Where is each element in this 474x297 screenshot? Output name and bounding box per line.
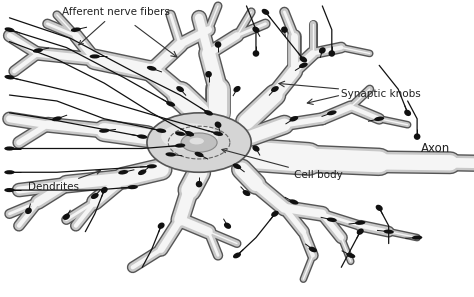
Ellipse shape <box>233 163 241 169</box>
Ellipse shape <box>327 110 337 115</box>
Ellipse shape <box>63 214 70 220</box>
Ellipse shape <box>91 193 99 199</box>
Ellipse shape <box>166 101 175 107</box>
Ellipse shape <box>243 190 250 196</box>
Ellipse shape <box>204 110 213 116</box>
Ellipse shape <box>82 228 89 235</box>
Ellipse shape <box>128 185 138 189</box>
Ellipse shape <box>4 111 15 115</box>
Ellipse shape <box>300 56 307 62</box>
Text: Cell body: Cell body <box>222 148 343 180</box>
Ellipse shape <box>181 133 217 152</box>
Ellipse shape <box>215 121 221 128</box>
Ellipse shape <box>385 240 392 247</box>
Ellipse shape <box>243 3 250 9</box>
Ellipse shape <box>4 188 15 192</box>
Ellipse shape <box>253 50 259 57</box>
Ellipse shape <box>328 50 335 57</box>
Ellipse shape <box>357 228 364 235</box>
Ellipse shape <box>252 26 260 33</box>
Ellipse shape <box>404 98 411 104</box>
Ellipse shape <box>383 230 394 234</box>
Ellipse shape <box>299 63 308 68</box>
Ellipse shape <box>185 131 194 136</box>
Ellipse shape <box>33 48 43 53</box>
Ellipse shape <box>137 135 147 139</box>
Ellipse shape <box>224 222 231 229</box>
Ellipse shape <box>271 211 279 217</box>
Ellipse shape <box>146 164 157 168</box>
Ellipse shape <box>252 145 260 152</box>
Ellipse shape <box>281 26 288 33</box>
Text: Synaptic knobs: Synaptic knobs <box>341 89 421 99</box>
Ellipse shape <box>165 152 176 157</box>
Ellipse shape <box>90 54 100 59</box>
Ellipse shape <box>414 133 420 140</box>
Ellipse shape <box>205 71 212 78</box>
Ellipse shape <box>175 131 185 136</box>
Ellipse shape <box>355 221 365 225</box>
Ellipse shape <box>101 187 108 193</box>
Text: Dendrites: Dendrites <box>28 170 100 192</box>
Ellipse shape <box>158 222 164 229</box>
Ellipse shape <box>215 41 221 48</box>
Ellipse shape <box>118 170 128 175</box>
Ellipse shape <box>147 113 251 172</box>
Ellipse shape <box>190 138 204 144</box>
Ellipse shape <box>4 93 15 97</box>
Ellipse shape <box>161 123 218 150</box>
Ellipse shape <box>176 86 184 92</box>
Ellipse shape <box>271 86 279 92</box>
Ellipse shape <box>374 116 384 121</box>
Ellipse shape <box>99 129 109 133</box>
Ellipse shape <box>194 152 204 157</box>
Ellipse shape <box>147 66 156 71</box>
Ellipse shape <box>327 217 337 222</box>
Ellipse shape <box>52 116 62 121</box>
Ellipse shape <box>25 208 32 214</box>
Ellipse shape <box>289 199 299 205</box>
Ellipse shape <box>175 143 185 148</box>
Ellipse shape <box>71 27 81 32</box>
Ellipse shape <box>376 205 383 211</box>
Ellipse shape <box>290 116 298 121</box>
Ellipse shape <box>138 169 146 175</box>
Ellipse shape <box>319 47 326 54</box>
Ellipse shape <box>156 129 166 133</box>
Ellipse shape <box>262 9 269 15</box>
Ellipse shape <box>309 247 317 252</box>
Ellipse shape <box>213 131 223 136</box>
Ellipse shape <box>196 181 202 187</box>
Ellipse shape <box>404 110 411 116</box>
Ellipse shape <box>346 253 356 258</box>
Text: Axon: Axon <box>421 142 450 155</box>
Ellipse shape <box>412 236 422 240</box>
Ellipse shape <box>233 86 241 92</box>
Ellipse shape <box>5 39 14 44</box>
Text: Afferent nerve fibers: Afferent nerve fibers <box>62 7 170 45</box>
